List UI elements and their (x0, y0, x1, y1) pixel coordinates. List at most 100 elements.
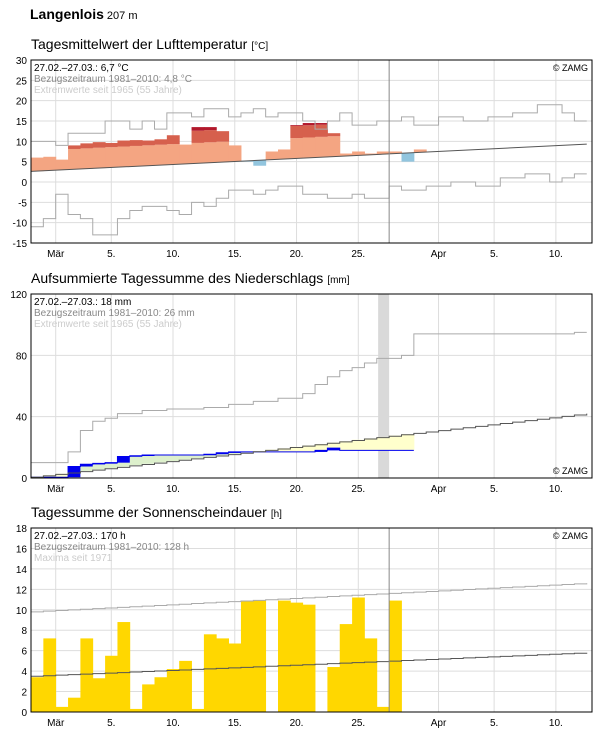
sunshine-xtick-label: 10. (549, 718, 563, 729)
temperature-bar (142, 140, 155, 146)
sunshine-bar (278, 600, 291, 712)
temperature-bar (253, 160, 267, 166)
sunshine-xtick-label: Mär (47, 718, 65, 729)
sunshine-bar (31, 677, 44, 712)
sunshine-bar (142, 684, 155, 712)
precipitation-diff-area (302, 445, 316, 452)
sunshine-bar (191, 708, 205, 712)
sunshine-bar (216, 638, 229, 712)
temperature-ytick-label: 0 (21, 178, 27, 189)
sunshine-bar (68, 697, 81, 712)
sunshine-xtick-label: 5. (107, 718, 115, 729)
precipitation-frame (30, 293, 593, 479)
temperature-bar (92, 147, 106, 169)
temperature-bar (401, 152, 415, 162)
sunshine-bar (339, 624, 353, 712)
temperature-ytick-label: 15 (16, 117, 28, 128)
temperature-info-line: Extremwerte seit 1965 (55 Jahre) (34, 85, 182, 96)
temperature-ytick-label: -10 (13, 219, 28, 230)
precipitation-reference-line (31, 413, 588, 478)
precipitation-diff-area (401, 434, 415, 451)
precipitation-diff-area (142, 455, 155, 464)
sunshine-frame (30, 527, 593, 713)
precipitation-diff-area (166, 455, 180, 461)
temperature-ytick-label: 20 (16, 97, 28, 108)
precipitation-xtick-label: 5. (107, 484, 115, 495)
temperature-bar (352, 151, 365, 156)
sunshine-ytick-label: 12 (16, 585, 28, 596)
precipitation-diff-area (376, 436, 390, 451)
temperature-bar (389, 151, 402, 154)
temperature-ytick-label: 5 (21, 158, 27, 169)
precipitation-info-line: Extremwerte seit 1965 (55 Jahre) (34, 319, 182, 330)
precipitation-xtick-label: 5. (490, 484, 498, 495)
precipitation-today-band (378, 294, 390, 478)
temperature-bar (290, 125, 304, 126)
precipitation-daily-bar (315, 450, 328, 452)
temperature-bar (216, 141, 230, 163)
precipitation-title: Aufsummierte Tagessumme des Niederschlag… (31, 270, 350, 286)
precipitation-xtick-label: 10. (166, 484, 180, 495)
precipitation-title-text: Aufsummierte Tagessumme des Niederschlag… (31, 270, 324, 286)
temperature-bar (117, 146, 131, 167)
temperature-bar (278, 149, 291, 160)
sunshine-info-line: 27.02.–27.03.: 170 h (34, 531, 126, 542)
sunshine-reference-line (31, 652, 588, 677)
precipitation-diff-area (278, 448, 291, 452)
temperature-info-line: Bezugszeitraum 1981–2010: 4,8 °C (34, 74, 192, 85)
temperature-unit: [°C] (251, 41, 269, 52)
temperature-reference-line (30, 143, 587, 172)
temperature-bar (191, 142, 205, 164)
sunshine-xtick-label: 20. (290, 718, 304, 729)
temperature-bar (43, 156, 57, 171)
temperature-bar (302, 123, 316, 126)
temperature-xtick-label: 15. (228, 249, 242, 260)
sunshine-xtick-label: Apr (431, 718, 447, 729)
precipitation-diff-area (129, 455, 143, 466)
temperature-bar (315, 136, 328, 158)
sunshine-max-line (31, 583, 588, 613)
temperature-bar (55, 159, 69, 170)
sunshine-bar (55, 706, 69, 712)
temperature-ytick-label: -5 (18, 198, 27, 209)
temperature-bar (203, 142, 217, 163)
sunshine-unit: [h] (270, 509, 282, 520)
sunshine-bar (240, 600, 254, 712)
sunshine-ytick-label: 2 (21, 688, 27, 699)
sunshine-bar (352, 597, 365, 712)
temperature-xtick-label: 5. (107, 249, 115, 260)
precipitation-ytick-label: 120 (10, 290, 27, 301)
temperature-bar (179, 144, 193, 164)
temperature-ytick-label: -15 (13, 239, 28, 250)
sunshine-bar (166, 669, 180, 712)
sunshine-ytick-label: 6 (21, 647, 27, 658)
temperature-bar (191, 127, 205, 131)
sunshine-bar (389, 600, 402, 712)
precipitation-diff-area (315, 444, 328, 451)
precipitation-info-line: Bezugszeitraum 1981–2010: 26 mm (34, 308, 195, 319)
precipitation-diff-area (191, 455, 205, 459)
temperature-xtick-label: 5. (490, 249, 498, 260)
temperature-bar (203, 127, 217, 131)
precipitation-daily-bar (117, 456, 130, 463)
precipitation-xtick-label: 10. (549, 484, 563, 495)
temperature-bar (105, 142, 118, 148)
sunshine-bar (203, 634, 217, 712)
temperature-bar (339, 153, 353, 156)
temperature-xtick-label: 10. (549, 249, 563, 260)
precipitation-info-line: 27.02.–27.03.: 18 mm (34, 297, 131, 308)
precipitation-daily-bar (327, 448, 340, 451)
sunshine-info-line: Bezugszeitraum 1981–2010: 128 h (34, 542, 189, 553)
precipitation-diff-area (203, 454, 217, 457)
temperature-bar (302, 125, 316, 138)
temperature-bar (154, 144, 168, 166)
precipitation-xtick-label: Mär (47, 484, 65, 495)
temperature-bar (166, 144, 180, 165)
precipitation-diff-area (154, 455, 168, 463)
temperature-bar (129, 145, 143, 167)
sunshine-ytick-label: 0 (21, 708, 27, 719)
temperature-bar (216, 131, 230, 142)
